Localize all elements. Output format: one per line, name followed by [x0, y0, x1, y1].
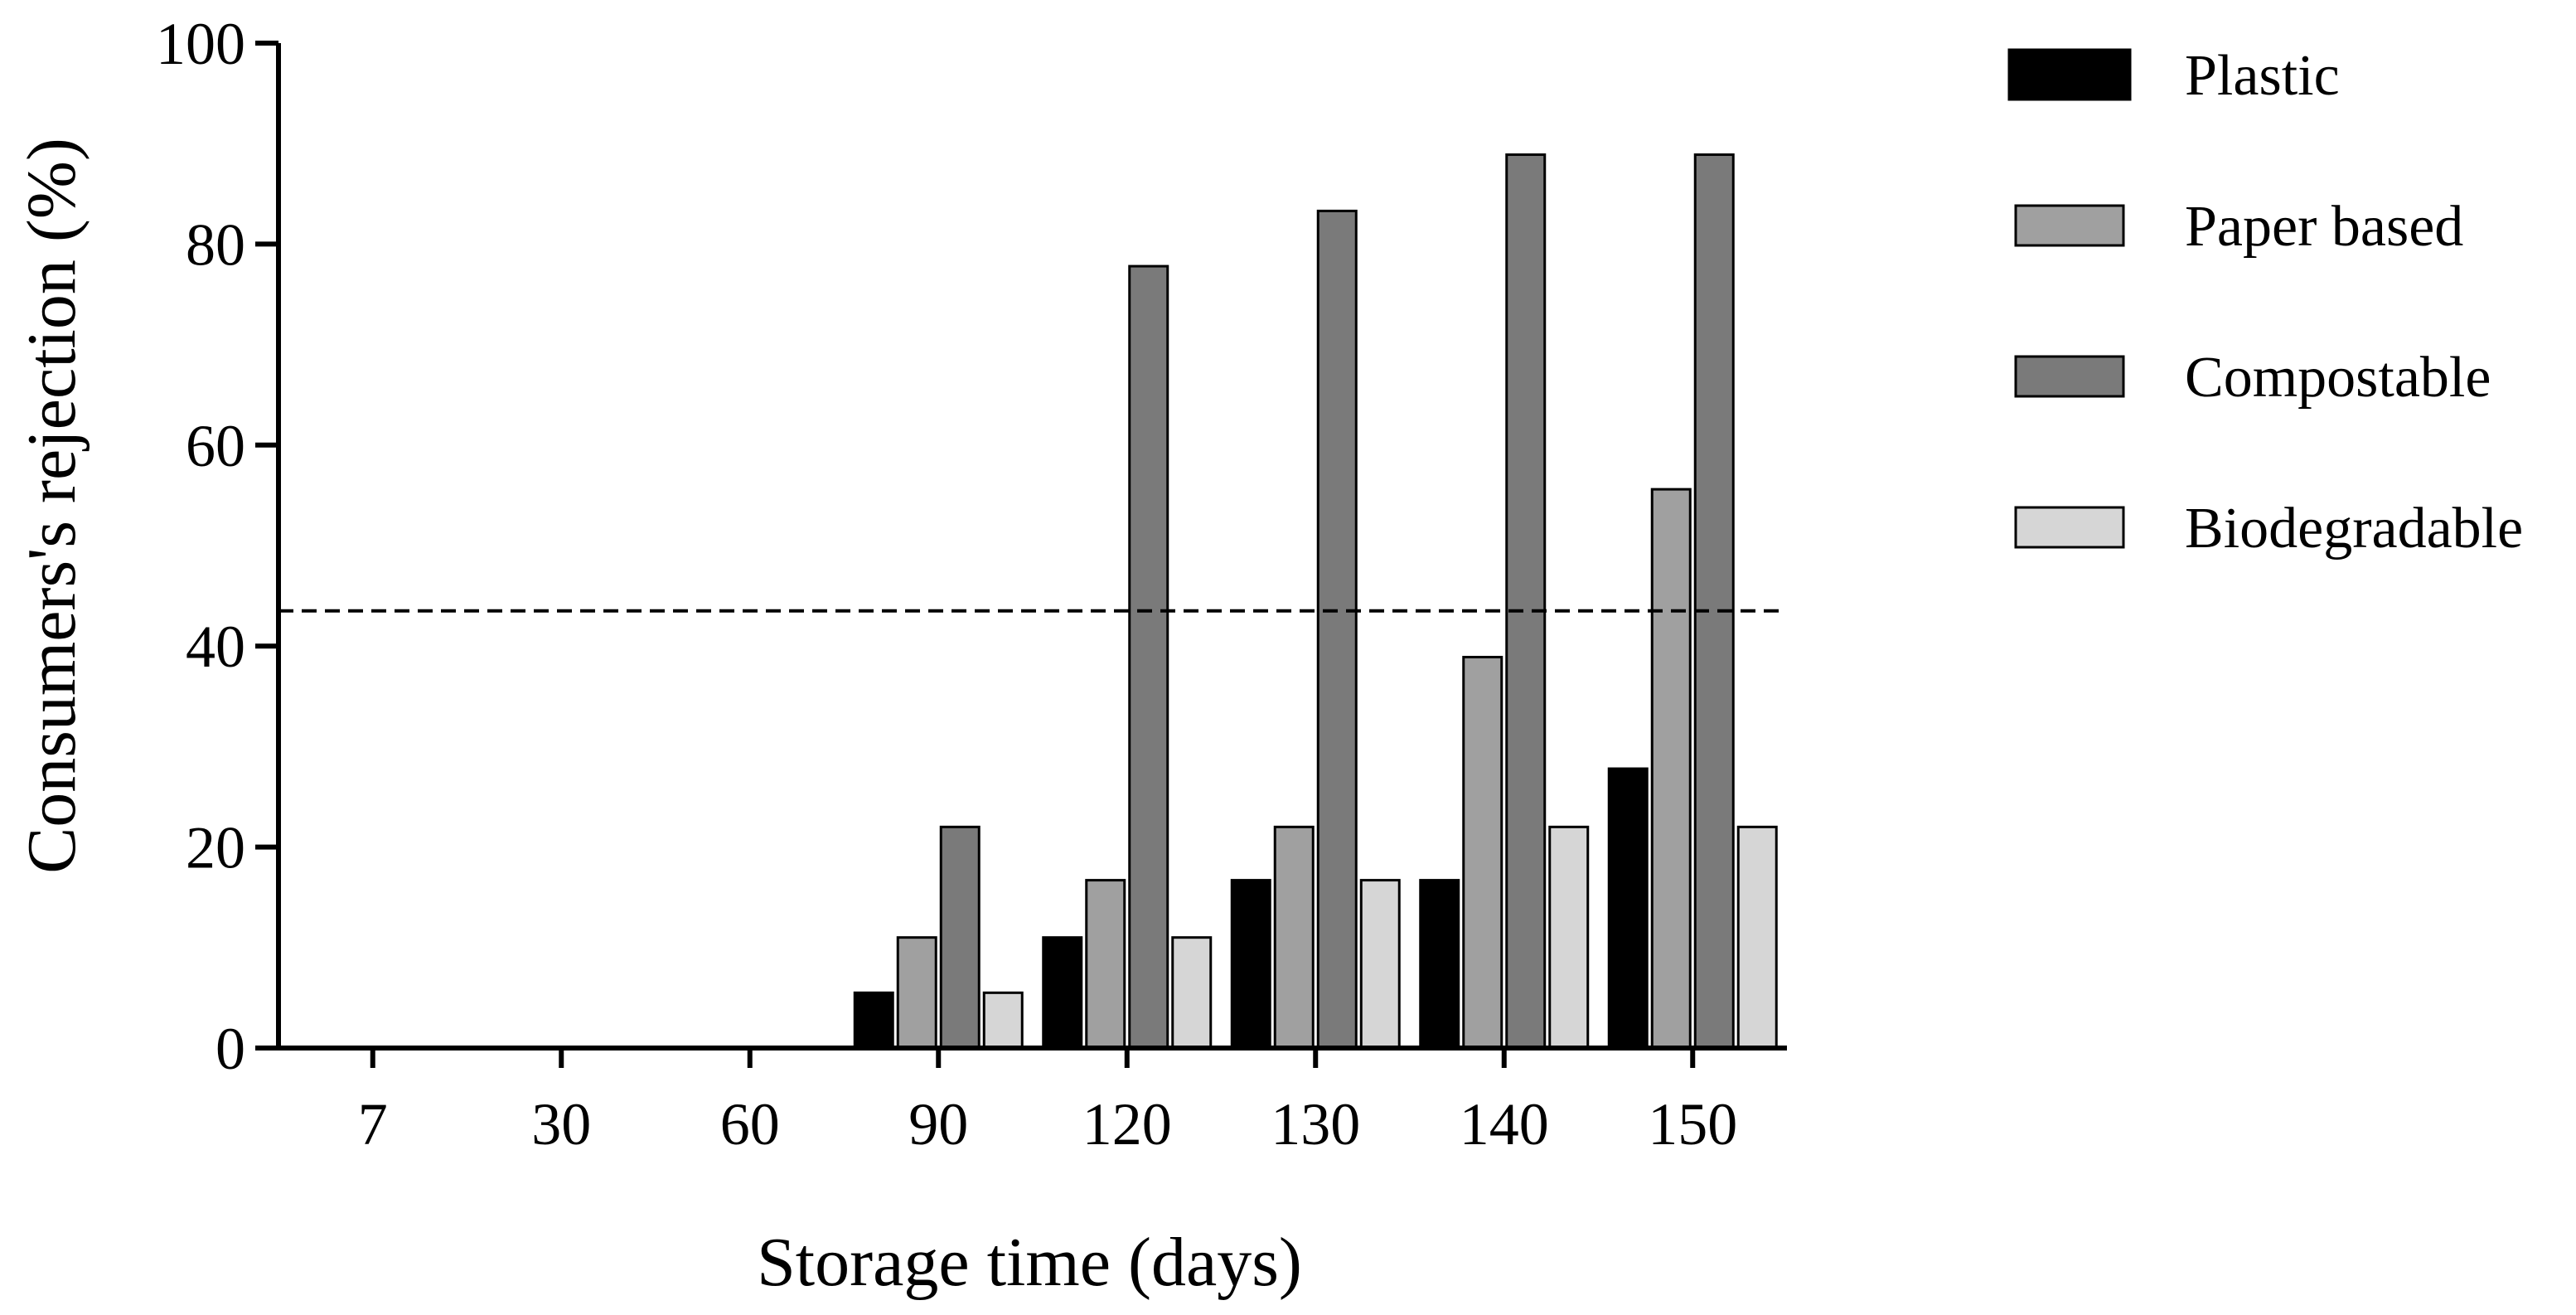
y-tick-label: 80	[186, 211, 245, 278]
bar-biodegradable-130	[1359, 879, 1401, 1050]
legend-label-paper-based: Paper based	[2185, 195, 2463, 259]
bar-biodegradable-90	[982, 991, 1024, 1050]
bar-paper-based-140	[1462, 656, 1503, 1050]
bar-paper-based-150	[1650, 488, 1692, 1050]
legend-label-biodegradable: Biodegradable	[2185, 497, 2523, 560]
y-ticks: 0 20 40 60 80 100	[156, 11, 278, 1082]
bar-paper-based-90	[896, 936, 937, 1050]
x-tick-label: 60	[720, 1091, 780, 1157]
bar-plastic-120	[1042, 936, 1083, 1050]
bar-biodegradable-150	[1736, 825, 1778, 1050]
x-ticks: 7 30 60 90 120 130 140 150	[358, 1048, 1737, 1157]
bar-biodegradable-120	[1171, 936, 1213, 1050]
bar-compostable-150	[1693, 153, 1735, 1050]
bar-compostable-140	[1505, 153, 1547, 1050]
x-tick-label: 30	[531, 1091, 591, 1157]
bar-compostable-90	[939, 825, 981, 1050]
axes-layer	[276, 43, 1787, 1051]
bar-compostable-130	[1316, 209, 1358, 1050]
y-tick-label: 0	[215, 1016, 245, 1082]
legend-swatch-compostable	[2014, 355, 2125, 398]
bars-layer	[853, 153, 1778, 1050]
x-tick-label: 150	[1648, 1091, 1737, 1157]
bar-plastic-150	[1607, 767, 1649, 1050]
x-tick-label: 90	[908, 1091, 968, 1157]
legend-swatch-biodegradable	[2014, 506, 2125, 549]
legend-swatch-paper-based	[2014, 204, 2125, 247]
y-tick-label: 100	[156, 11, 245, 77]
legend-label-plastic: Plastic	[2185, 44, 2340, 108]
bar-plastic-140	[1419, 879, 1460, 1050]
x-tick-label: 120	[1082, 1091, 1172, 1157]
x-tick-label: 140	[1460, 1091, 1549, 1157]
y-tick-label: 20	[186, 815, 245, 881]
x-tick-label: 130	[1271, 1091, 1360, 1157]
x-axis-title: Storage time (days)	[757, 1224, 1302, 1301]
legend-swatch-plastic	[2007, 48, 2132, 101]
x-tick-label: 7	[358, 1091, 388, 1157]
y-tick-label: 40	[186, 614, 245, 680]
y-tick-label: 60	[186, 413, 245, 479]
legend: Plastic Paper based Compostable Biodegradab…	[2007, 44, 2523, 560]
y-axis-title: Consumers's rejection (%)	[13, 138, 90, 874]
bar-biodegradable-140	[1548, 825, 1590, 1050]
bar-paper-based-120	[1085, 879, 1126, 1050]
legend-label-compostable: Compostable	[2185, 346, 2491, 410]
bar-paper-based-130	[1273, 825, 1315, 1050]
bar-compostable-120	[1128, 264, 1169, 1050]
bar-plastic-130	[1230, 879, 1271, 1050]
bar-plastic-90	[853, 991, 894, 1050]
